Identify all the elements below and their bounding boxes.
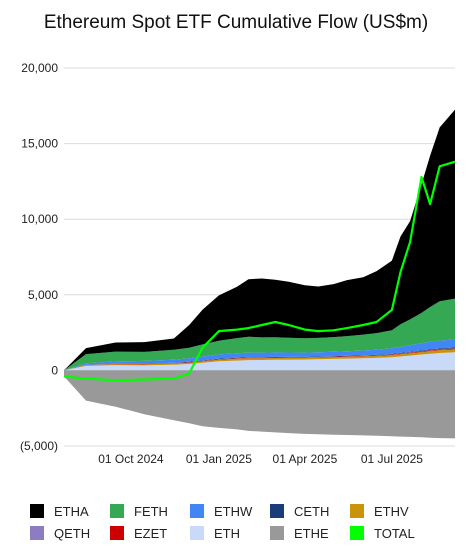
x-tick-label: 01 Jul 2025 bbox=[361, 452, 423, 466]
legend-label: CETH bbox=[294, 503, 330, 519]
area-ethv bbox=[64, 349, 455, 371]
chart-title: Ethereum Spot ETF Cumulative Flow (US$m) bbox=[43, 12, 429, 33]
y-tick-label: 0 bbox=[51, 363, 58, 377]
legend-label: QETH bbox=[54, 525, 91, 541]
legend-swatch bbox=[110, 526, 124, 540]
legend-label: ETH bbox=[214, 525, 240, 541]
area-etha bbox=[64, 109, 455, 371]
legend-swatch bbox=[350, 504, 364, 518]
legend-row: QETH EZET ETH ETHE TOTAL bbox=[30, 522, 460, 544]
y-tick-label: 10,000 bbox=[21, 212, 58, 226]
legend-label: EZET bbox=[134, 525, 168, 541]
y-tick-label: 20,000 bbox=[21, 61, 58, 75]
line-total bbox=[63, 160, 456, 382]
y-tick-label: (5,000) bbox=[20, 439, 58, 453]
legend-item-ethw: ETHW bbox=[190, 500, 270, 522]
legend-item-qeth: QETH bbox=[30, 522, 110, 544]
legend-swatch bbox=[190, 504, 204, 518]
legend-label: ETHA bbox=[54, 503, 89, 519]
chart-legend: ETHA FETH ETHW CETH ETHV QETH EZET ETH ETHE TOTAL bbox=[30, 500, 460, 544]
x-tick-label: 01 Apr 2025 bbox=[273, 452, 338, 466]
legend-swatch bbox=[270, 504, 284, 518]
legend-label: ETHE bbox=[294, 525, 329, 541]
legend-item-etha: ETHA bbox=[30, 500, 110, 522]
legend-swatch bbox=[110, 504, 124, 518]
legend-item-total: TOTAL bbox=[350, 522, 430, 544]
legend-swatch bbox=[30, 504, 44, 518]
legend-item-ethv: ETHV bbox=[350, 500, 430, 522]
legend-swatch bbox=[350, 526, 364, 540]
area-feth bbox=[64, 298, 455, 371]
legend-swatch bbox=[190, 526, 204, 540]
legend-swatch bbox=[30, 526, 44, 540]
legend-item-ezet: EZET bbox=[110, 522, 190, 544]
area-ethw bbox=[64, 339, 455, 371]
legend-label: TOTAL bbox=[374, 525, 415, 541]
legend-item-ethe: ETHE bbox=[270, 522, 350, 544]
x-tick-label: 01 Jan 2025 bbox=[186, 452, 252, 466]
area-ethe bbox=[64, 370, 455, 439]
area-eth bbox=[64, 352, 455, 371]
y-tick-label: 5,000 bbox=[28, 288, 58, 302]
legend-item-eth: ETH bbox=[190, 522, 270, 544]
legend-item-ceth: CETH bbox=[270, 500, 350, 522]
legend-label: ETHW bbox=[214, 503, 253, 519]
legend-swatch bbox=[270, 526, 284, 540]
legend-row: ETHA FETH ETHW CETH ETHV bbox=[30, 500, 460, 522]
x-tick-label: 01 Oct 2024 bbox=[98, 452, 164, 466]
y-tick-label: 15,000 bbox=[21, 137, 58, 151]
chart-plot: (5,000) 0 5,000 10,000 15,000 20,000 01 Oct 20… bbox=[20, 61, 456, 466]
legend-item-feth: FETH bbox=[110, 500, 190, 522]
legend-label: ETHV bbox=[374, 503, 409, 519]
legend-label: FETH bbox=[134, 503, 168, 519]
